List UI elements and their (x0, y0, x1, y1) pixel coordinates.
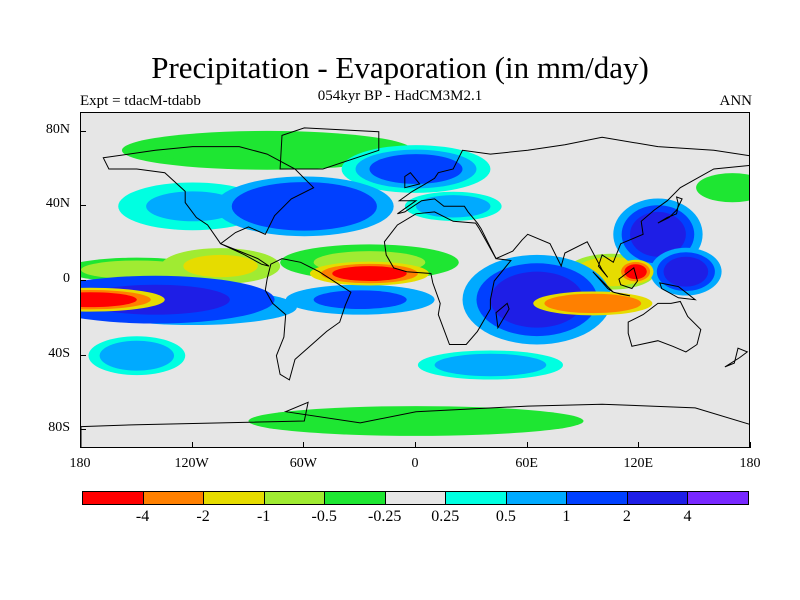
field-anomaly-contour (146, 191, 240, 222)
y-tick-mark (80, 280, 86, 281)
coastline (613, 291, 631, 297)
coastline (659, 282, 697, 301)
field-anomaly-contour (99, 340, 175, 371)
chart-title: Precipitation - Evaporation (in mm/day) (151, 50, 649, 85)
coastline (264, 258, 352, 381)
field-anomaly-contour (663, 256, 709, 287)
x-tick-label: 120W (174, 456, 209, 471)
map-panel (80, 112, 750, 448)
coastline (397, 136, 749, 278)
field-anomaly-contour (248, 187, 361, 225)
x-tick-label: 60E (515, 456, 538, 471)
coastline (102, 146, 315, 267)
x-tick-mark (80, 442, 81, 448)
colorbar-swatch (566, 491, 628, 505)
colorbar-swatch (263, 491, 326, 505)
x-tick-mark (415, 442, 416, 448)
coastline (495, 302, 510, 330)
x-tick-label: 180 (69, 456, 91, 471)
field-anomaly-contour (183, 254, 258, 278)
x-tick-label: 180 (739, 456, 761, 471)
colorbar-label: -0.5 (311, 508, 337, 525)
x-tick-label: 120E (623, 456, 654, 471)
colorbar-swatch (626, 491, 689, 505)
coastline (618, 267, 639, 290)
colorbar-swatch (384, 491, 447, 505)
field-anomaly-contour (630, 211, 686, 257)
field-anomaly-contour (555, 295, 631, 311)
coastline (657, 196, 683, 224)
coastline (404, 172, 421, 189)
field-anomaly-contour (369, 154, 463, 184)
field-anomaly-contour (704, 176, 749, 199)
colorbar-label: 2 (622, 508, 631, 525)
x-tick-label: 60W (289, 456, 317, 471)
colorbar-label: -4 (135, 508, 150, 525)
colorbar-swatch (687, 491, 749, 505)
y-tick-mark (80, 130, 86, 132)
season-label: ANN (719, 93, 753, 109)
colorbar-label: -1 (256, 508, 271, 525)
field-anomaly-contour (624, 264, 647, 280)
coastline (383, 211, 512, 345)
colorbar-swatch (505, 491, 568, 505)
coastline (724, 347, 749, 368)
colorbar-label: -0.25 (368, 508, 402, 525)
x-tick-mark (750, 442, 751, 448)
colorbar-label: -2 (196, 508, 210, 525)
x-tick-mark (191, 442, 193, 448)
x-tick-mark (526, 442, 528, 448)
y-tick-label: 40S (48, 345, 70, 361)
y-tick-label: 80S (48, 420, 70, 436)
x-tick-label: 0 (411, 456, 419, 471)
field-anomaly-contour (248, 406, 584, 436)
colorbar-label: 4 (683, 508, 692, 525)
colorbar-swatch (142, 491, 205, 505)
colorbar-swatch (445, 491, 507, 505)
y-tick-mark (80, 205, 86, 207)
precip-evap-field (81, 126, 749, 447)
colorbar-label: 0.25 (431, 508, 460, 525)
field-anomaly-contour (332, 266, 407, 281)
colorbar-swatch (324, 491, 386, 505)
x-tick-mark (303, 442, 305, 448)
colorbar-swatch (82, 491, 144, 505)
y-tick-label: 40N (45, 196, 70, 212)
chart-subtitle: 054kyr BP - HadCM3M2.1 (317, 88, 483, 104)
field-anomaly-contour (313, 290, 407, 309)
experiment-label: Expt = tdacM-tdabb (80, 93, 201, 109)
field-anomaly-contour (81, 292, 137, 308)
x-tick-mark (638, 442, 640, 448)
coastline (81, 401, 749, 447)
colorbar-label: 1 (562, 508, 571, 525)
coastline (279, 127, 380, 170)
y-tick-label: 0 (63, 271, 70, 286)
y-tick-mark (80, 354, 86, 356)
colorbar-swatch (203, 491, 265, 505)
y-tick-label: 80N (45, 121, 70, 137)
field-anomaly-contour (434, 353, 547, 377)
y-tick-mark (80, 429, 86, 431)
field-anomaly-contour (155, 135, 379, 166)
colorbar-label: 0.5 (495, 508, 516, 525)
coastline (627, 300, 702, 353)
